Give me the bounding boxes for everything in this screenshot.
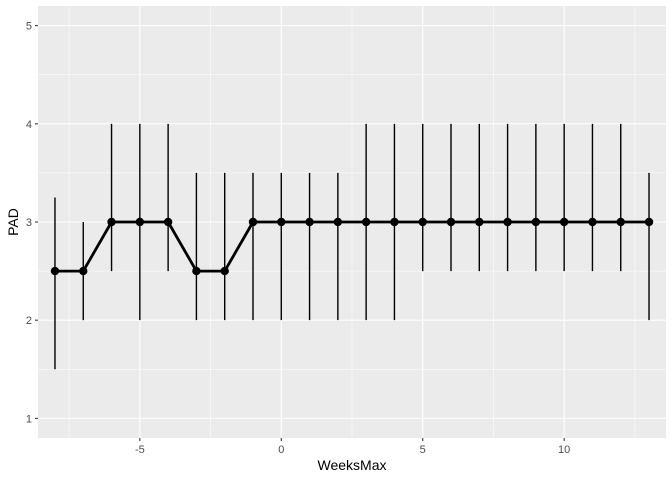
data-point xyxy=(50,266,60,276)
data-point xyxy=(446,217,456,227)
data-point xyxy=(616,217,625,227)
data-point xyxy=(361,217,371,227)
data-point xyxy=(588,217,597,227)
y-tick-label: 5 xyxy=(26,21,32,33)
data-point xyxy=(107,217,116,227)
y-axis-title: PAD xyxy=(5,208,21,236)
data-point xyxy=(503,217,512,227)
data-point xyxy=(559,217,569,227)
data-point xyxy=(644,217,654,227)
y-tick-label: 1 xyxy=(26,413,32,425)
data-point xyxy=(418,217,427,227)
data-point xyxy=(163,217,173,227)
series-line xyxy=(54,220,650,273)
data-point xyxy=(390,217,399,227)
y-tick-label: 3 xyxy=(26,217,32,229)
x-tick-label: 10 xyxy=(558,444,570,456)
data-point xyxy=(220,266,229,276)
data-point xyxy=(333,217,343,227)
data-point xyxy=(277,217,286,227)
data-point xyxy=(192,266,201,276)
data-point xyxy=(79,266,88,276)
y-tick-label: 4 xyxy=(26,119,32,131)
x-axis-title: WeeksMax xyxy=(318,457,387,473)
data-point xyxy=(248,217,258,227)
data-point xyxy=(531,217,541,227)
point-layer xyxy=(50,217,654,276)
x-tick-label: -5 xyxy=(135,444,145,456)
y-tick-label: 2 xyxy=(26,315,32,327)
axis-layer: -5 0 5 10 1 2 3 4 5 xyxy=(26,21,570,456)
data-point xyxy=(475,217,484,227)
x-tick-label: 5 xyxy=(420,444,426,456)
data-point xyxy=(135,217,145,227)
data-point xyxy=(305,217,314,227)
line-layer xyxy=(54,220,650,273)
x-tick-label: 0 xyxy=(278,444,284,456)
